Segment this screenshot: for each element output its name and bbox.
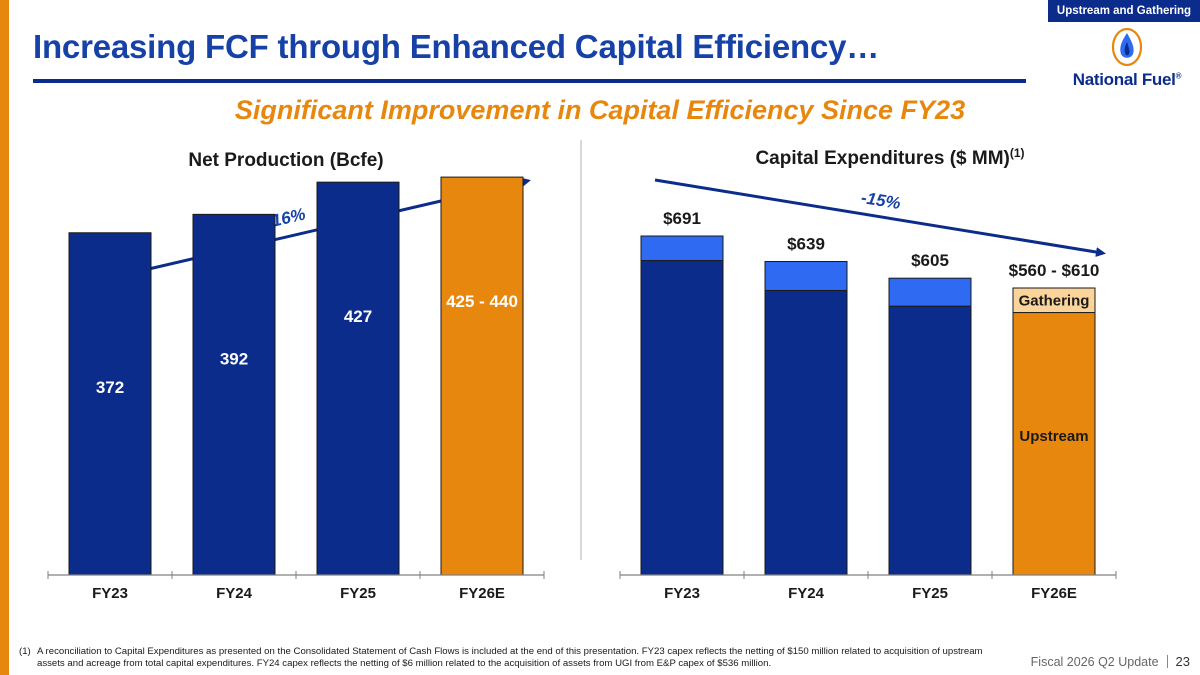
capex-total-label: $639 [787,235,825,254]
upstream-segment-label: Upstream [1019,428,1088,445]
production-tick-label: FY24 [216,585,253,602]
capex-upstream-bar-fy26e [1012,312,1096,576]
production-bar-fy24 [192,213,276,576]
capex-gathering-bar-fy24 [764,261,848,291]
capex-upstream-bar-fy24 [764,289,848,576]
capex-gathering-bar-fy25 [888,277,972,307]
net-production-chart: Net Production (Bcfe) +16% 372392427425 … [47,150,545,602]
footnote-text: A reconciliation to Capital Expenditures… [37,646,983,669]
capex-chart: Capital Expenditures ($ MM)(1) -15% $691… [619,146,1117,602]
production-bar-fy26e [440,176,524,576]
capex-gathering-bar-fy26e [1012,287,1096,314]
charts-canvas: Net Production (Bcfe) +16% 372392427425 … [47,140,1117,602]
capex-tick-label: FY23 [664,585,700,602]
net-production-title: Net Production (Bcfe) [188,150,383,171]
deck-name: Fiscal 2026 Q2 Update [1030,654,1159,669]
logo-wordmark: National Fuel® [1072,70,1182,89]
page-number: 23 [1175,654,1190,669]
page-subtitle: Significant Improvement in Capital Effic… [234,95,966,125]
capex-tick-label: FY25 [912,585,948,602]
capex-upstream-bar-fy25 [888,305,972,576]
production-value-label: 427 [344,307,372,326]
page-title: Increasing FCF through Enhanced Capital … [33,28,880,65]
capex-gathering-bar-fy23 [640,235,724,262]
footnote: (1) A reconciliation to Capital Expendit… [19,646,999,670]
production-bar-fy23 [68,232,152,576]
production-bar-fy25 [316,181,400,576]
title-divider [33,79,1026,83]
capex-total-label: $560 - $610 [1009,261,1100,280]
production-value-label: 392 [220,349,248,368]
production-value-label: 372 [96,378,124,397]
capex-total-label: $691 [663,209,701,228]
accent-strip [0,0,9,675]
capex-upstream-bar-fy23 [640,260,724,576]
company-logo: National Fuel® [1062,28,1182,98]
footer-separator [1166,655,1168,668]
production-tick-label: FY25 [340,585,376,602]
flame-icon [1112,28,1142,66]
capex-title: Capital Expenditures ($ MM)(1) [755,146,1024,169]
section-tag: Upstream and Gathering [1048,0,1200,22]
capex-total-label: $605 [911,251,949,270]
production-value-label: 425 - 440 [446,292,518,311]
gathering-segment-label: Gathering [1019,292,1090,309]
footnote-number: (1) [19,646,31,657]
production-tick-label: FY23 [92,585,128,602]
capex-trend-label: -15% [860,188,902,213]
capex-trend-arrow [654,178,1106,257]
page-footer: Fiscal 2026 Q2 Update 23 [1031,654,1190,669]
capex-tick-label: FY26E [1031,585,1077,602]
production-tick-label: FY26E [459,585,505,602]
capex-tick-label: FY24 [788,585,825,602]
